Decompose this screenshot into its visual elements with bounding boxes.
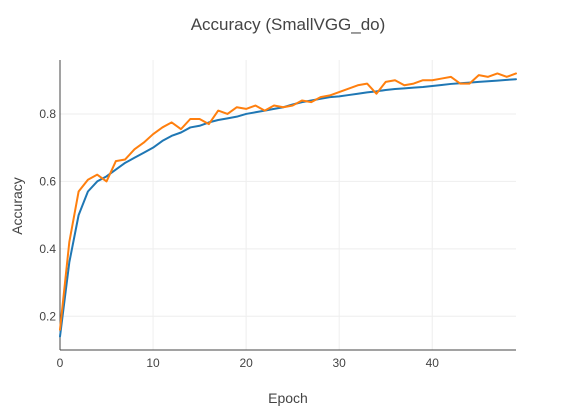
series-line-1 — [60, 79, 516, 336]
tick-labels: 0 10 20 30 40 0.2 0.4 0.6 0.8 — [39, 107, 439, 370]
x-tick-label: 20 — [239, 356, 253, 370]
y-tick-label: 0.4 — [39, 242, 56, 256]
y-tick-label: 0.6 — [39, 174, 56, 188]
series-lines — [60, 73, 516, 336]
grid-lines — [60, 60, 516, 350]
x-tick-label: 10 — [146, 356, 160, 370]
series-line-2 — [60, 73, 516, 329]
y-tick-label: 0.2 — [39, 309, 56, 323]
x-tick-label: 30 — [333, 356, 347, 370]
x-axis-title: Epoch — [268, 390, 308, 406]
axes — [60, 60, 516, 350]
y-axis-title: Accuracy — [9, 177, 25, 235]
x-tick-label: 40 — [426, 356, 440, 370]
y-tick-label: 0.8 — [39, 107, 56, 121]
x-tick-label: 0 — [57, 356, 64, 370]
chart-title: Accuracy (SmallVGG_do) — [191, 15, 386, 34]
